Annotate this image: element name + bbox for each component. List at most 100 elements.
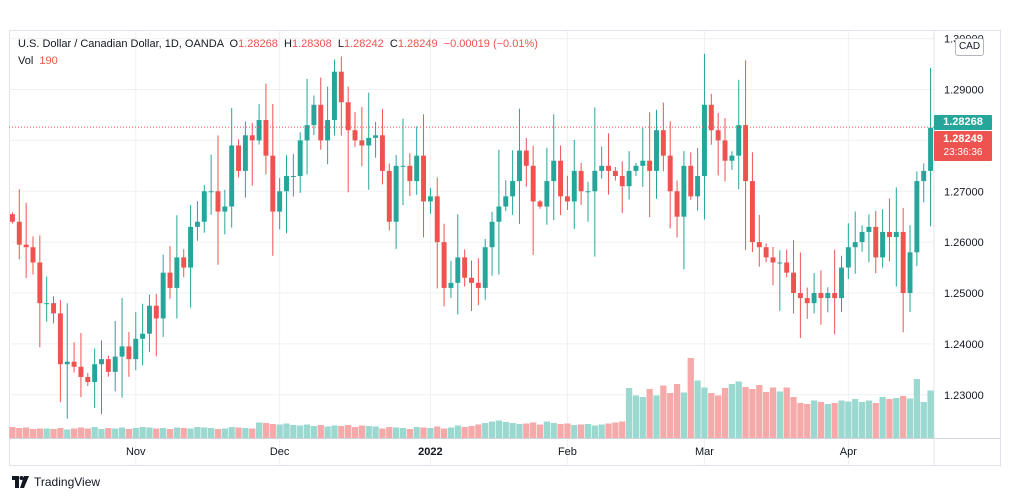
volume-bar [153, 428, 160, 438]
volume-bar [249, 428, 256, 438]
volume-bar [166, 429, 174, 438]
candle-body [900, 231, 906, 294]
candle-body [23, 244, 29, 248]
candle-body [510, 181, 516, 197]
candle-body [516, 150, 522, 182]
candle-body [797, 293, 803, 299]
candle-body [804, 298, 810, 304]
volume-bar [900, 396, 907, 438]
open-label: O [229, 38, 239, 50]
volume-bar [776, 391, 783, 438]
volume-bar [208, 428, 215, 438]
close-price-tag: 1.28249 23:36:36 [934, 131, 992, 161]
candle-body [681, 165, 687, 217]
volume-bar [804, 404, 811, 438]
candle-body [30, 247, 36, 263]
volume-bar [201, 427, 208, 438]
candle-body [174, 257, 180, 288]
volume-bar [721, 388, 729, 438]
volume-bar [413, 427, 420, 438]
candle-body [845, 247, 851, 268]
candle-body [551, 160, 557, 182]
candle-body [222, 206, 228, 212]
candle-body [523, 150, 529, 166]
x-tick-label: Apr [840, 446, 857, 458]
candle-body [482, 247, 488, 288]
candle-body [743, 125, 749, 182]
volume-bar [612, 422, 619, 438]
volume-bar [667, 393, 674, 438]
candle-body [57, 313, 63, 365]
volume-bar [180, 428, 187, 438]
volume-bar [105, 428, 112, 438]
volume-bar [386, 427, 393, 438]
volume-bar [536, 424, 544, 438]
volume-bar [543, 421, 550, 438]
candle-body [886, 231, 892, 238]
volume-bar [810, 400, 818, 438]
volume-bar [632, 395, 640, 438]
volume-bar [516, 424, 523, 438]
x-tick-label: Mar [695, 446, 714, 458]
y-tick-label: 1.24000 [944, 339, 984, 351]
candle-body [263, 120, 269, 156]
volume-bar [824, 404, 831, 438]
candle-body [331, 71, 337, 121]
candle-body [455, 257, 461, 283]
volume-bar [358, 425, 365, 438]
volume-bar [509, 423, 516, 438]
candle-body [907, 252, 913, 294]
candle-body [914, 181, 920, 253]
chart-frame [9, 30, 1001, 466]
candle-body [133, 338, 139, 360]
volume-bar [858, 402, 866, 438]
high-label: H [284, 38, 292, 50]
tradingview-brand[interactable]: TradingView [12, 475, 100, 489]
volume-bar [831, 403, 838, 438]
symbol-title[interactable]: U.S. Dollar / Canadian Dollar, 1D, OANDA [18, 38, 224, 50]
candle-body [256, 120, 262, 141]
candle-body [188, 226, 194, 268]
candle-body [564, 196, 570, 202]
candle-body [194, 221, 200, 227]
volume-bar [680, 392, 688, 438]
currency-button[interactable]: CAD [955, 38, 984, 56]
candle-body [811, 293, 817, 304]
volume-bar [57, 428, 64, 438]
candle-body [633, 165, 639, 171]
candle-body [242, 135, 248, 171]
volume-bar [365, 426, 372, 438]
candle-body [304, 125, 310, 141]
volume-label[interactable]: Vol [18, 55, 34, 67]
candle-body [756, 242, 762, 248]
candle-body [503, 196, 509, 207]
candle-body [770, 257, 776, 263]
volume-bar [98, 429, 105, 438]
volume-bar [763, 392, 770, 438]
candle-body [92, 364, 98, 383]
volume-bar [468, 426, 475, 438]
volume-bar [91, 427, 98, 438]
volume-bar [194, 427, 201, 438]
candle-body [489, 221, 495, 248]
symbol-legend: U.S. Dollar / Canadian Dollar, 1D, OANDA… [18, 38, 538, 50]
candle-body [78, 366, 84, 377]
candle-body [866, 226, 872, 232]
volume-bar [701, 387, 708, 438]
volume-bar [331, 425, 338, 438]
volume-bar [139, 427, 146, 438]
volume-bar [769, 387, 777, 438]
volume-bar [783, 387, 790, 438]
candle-body [318, 104, 324, 141]
volume-bar [488, 421, 496, 438]
candle-body [749, 181, 755, 243]
volume-bar [475, 424, 482, 438]
candle-body [475, 282, 481, 288]
volume-bar [303, 424, 311, 438]
candle-body [448, 282, 454, 288]
candle-body [736, 125, 742, 156]
candle-body [85, 376, 91, 383]
volume-bar [345, 425, 352, 438]
low-label: L [337, 38, 344, 50]
